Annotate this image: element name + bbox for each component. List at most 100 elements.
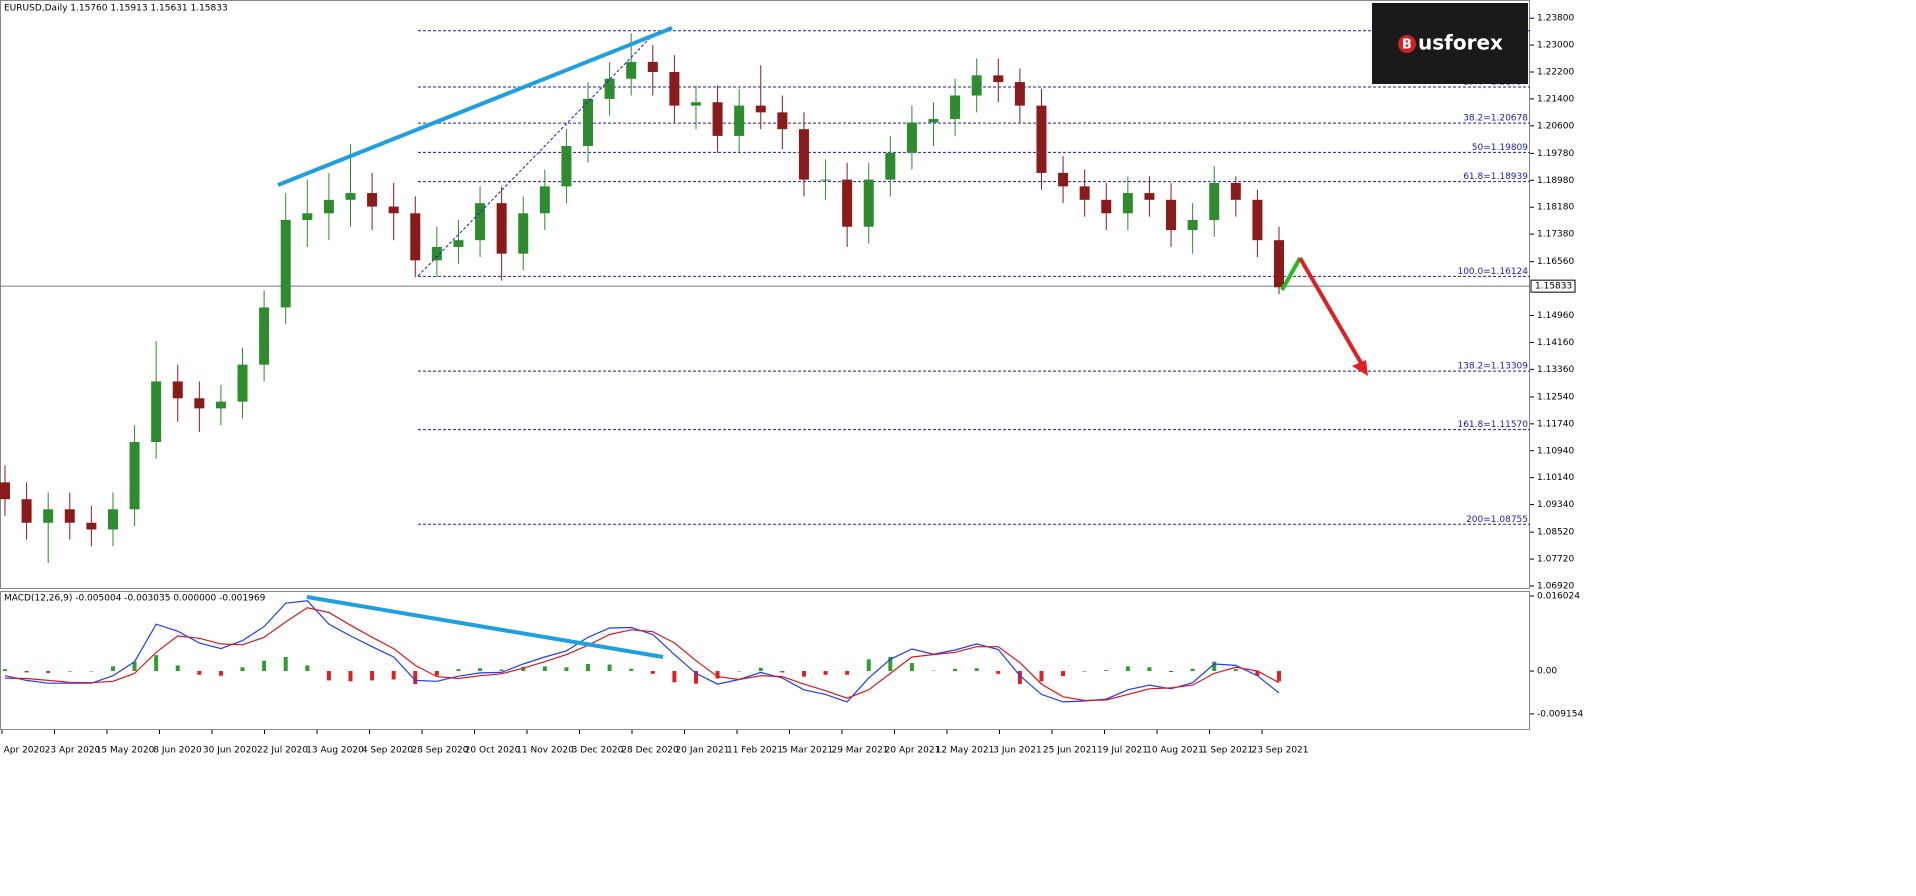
- fib-label: 161.8=1.11570: [1457, 420, 1528, 430]
- macd-histogram-bar: [262, 660, 267, 672]
- macd-histogram-bar: [715, 671, 720, 679]
- fib-label: 138.2=1.13309: [1457, 362, 1528, 372]
- fib-label: 200=1.08755: [1466, 515, 1528, 525]
- macd-histogram-bar: [629, 668, 634, 672]
- macd-histogram-bar: [89, 671, 94, 672]
- fib-anchor-line: [417, 32, 656, 277]
- price-panel: [0, 0, 1530, 589]
- candle-body: [43, 509, 54, 523]
- candle-body: [129, 442, 140, 510]
- macd-panel: [0, 591, 1530, 730]
- macd-histogram-bar: [672, 671, 677, 683]
- x-tick-label: 10 Aug 2021: [1146, 746, 1204, 756]
- macd-histogram-bar: [1233, 669, 1238, 672]
- x-tick-label: 3 Jun 2021: [993, 746, 1041, 756]
- x-tick-label: 12 May 2021: [936, 746, 995, 756]
- candle-body: [453, 240, 464, 247]
- macd-histogram-bar: [46, 671, 51, 673]
- macd-histogram-bar: [564, 667, 569, 672]
- macd-histogram-bar: [693, 671, 698, 684]
- x-tick-label: 29 Mar 2021: [831, 746, 888, 756]
- candle-body: [885, 152, 896, 180]
- x-tick-label: 8 Jun 2020: [153, 746, 202, 756]
- y-tick-label: 1.10140: [1537, 473, 1574, 483]
- candle-body: [215, 401, 226, 409]
- candle-body: [777, 112, 788, 130]
- y-tick-label: 0.00: [1537, 667, 1557, 677]
- y-tick-label: 1.18180: [1537, 203, 1574, 213]
- macd-histogram-bar: [1039, 671, 1044, 682]
- macd-histogram-bar: [974, 668, 979, 672]
- macd-histogram-bar: [499, 669, 504, 672]
- candle-body: [561, 145, 572, 187]
- y-tick-label: 1.06920: [1537, 581, 1574, 591]
- x-tick-label: 23 Apr 2020: [45, 746, 101, 756]
- y-tick-label: 1.18980: [1537, 176, 1574, 186]
- y-tick-label: 1.13360: [1537, 365, 1574, 375]
- macd-histogram-bar: [456, 669, 461, 672]
- macd-histogram-bar: [154, 655, 159, 672]
- macd-histogram-bar: [110, 666, 115, 672]
- arrow-head: [1352, 360, 1368, 376]
- y-tick-label: 1.21400: [1537, 94, 1574, 104]
- candle-body: [1187, 219, 1198, 231]
- macd-line: [4, 607, 1280, 702]
- candle-body: [626, 61, 637, 79]
- x-tick-label: 28 Sep 2020: [411, 746, 468, 756]
- candle-body: [345, 193, 356, 200]
- macd-histogram-bar: [67, 671, 72, 672]
- candle-body: [583, 98, 594, 146]
- candle-body: [842, 179, 853, 227]
- macd-histogram-bar: [1147, 667, 1152, 672]
- macd-histogram-bar: [845, 671, 850, 675]
- x-tick-label: 4 Sep 2020: [362, 746, 414, 756]
- macd-histogram-bar: [1190, 668, 1195, 672]
- macd-histogram-bar: [305, 665, 310, 672]
- y-tick-label: 1.19780: [1537, 149, 1574, 159]
- candle-body: [367, 193, 378, 207]
- macd-histogram-bar: [197, 671, 202, 675]
- candle-body: [690, 102, 701, 106]
- candle-body: [1144, 193, 1155, 200]
- candle-body: [21, 499, 32, 523]
- y-tick-label: 1.17380: [1537, 230, 1574, 240]
- macd-trend-line: [306, 595, 664, 659]
- macd-histogram-bar: [542, 666, 547, 672]
- macd-histogram-bar: [24, 671, 29, 673]
- candle-body: [1274, 240, 1284, 288]
- macd-histogram-bar: [953, 668, 958, 672]
- candle-body: [86, 522, 97, 530]
- macd-histogram-bar: [240, 667, 245, 672]
- last-price-box: [1530, 279, 1576, 293]
- x-tick-label: 23 Sep 2021: [1251, 746, 1308, 756]
- macd-histogram-bar: [607, 664, 612, 672]
- macd-histogram-bar: [434, 671, 439, 676]
- logo-circle: [1398, 35, 1416, 53]
- macd-histogram-bar: [909, 663, 914, 672]
- macd-histogram-bar: [650, 671, 655, 674]
- macd-histogram-bar: [823, 671, 828, 675]
- macd-histogram-bar: [888, 656, 893, 672]
- y-tick-label: 1.10940: [1537, 446, 1574, 456]
- price-title: EURUSD,Daily 1.15760 1.15913 1.15631 1.1…: [4, 4, 228, 14]
- candle-body: [388, 206, 399, 214]
- x-tick-label: 15 May 2020: [96, 746, 155, 756]
- y-tick-label: 1.12540: [1537, 392, 1574, 402]
- macd-histogram-bar: [1255, 671, 1260, 676]
- candle-body: [475, 203, 486, 241]
- candle-body: [906, 122, 917, 153]
- macd-histogram-bar: [1104, 670, 1109, 672]
- y-tick-label: 0.016024: [1537, 592, 1580, 602]
- macd-histogram-bar: [801, 671, 806, 677]
- candle-body: [755, 105, 766, 113]
- x-tick-label: 19 Jul 2021: [1097, 746, 1148, 756]
- candle-body: [107, 509, 118, 530]
- macd-histogram-bar: [3, 669, 7, 672]
- candle-body: [950, 95, 961, 120]
- x-tick-label: 1 Apr 2020: [0, 746, 45, 756]
- y-tick-label: 1.09340: [1537, 500, 1574, 510]
- macd-histogram-bar: [326, 671, 331, 681]
- macd-histogram-bar: [866, 659, 871, 672]
- macd-title: MACD(12,26,9) -0.005004 -0.003035 0.0000…: [4, 594, 266, 604]
